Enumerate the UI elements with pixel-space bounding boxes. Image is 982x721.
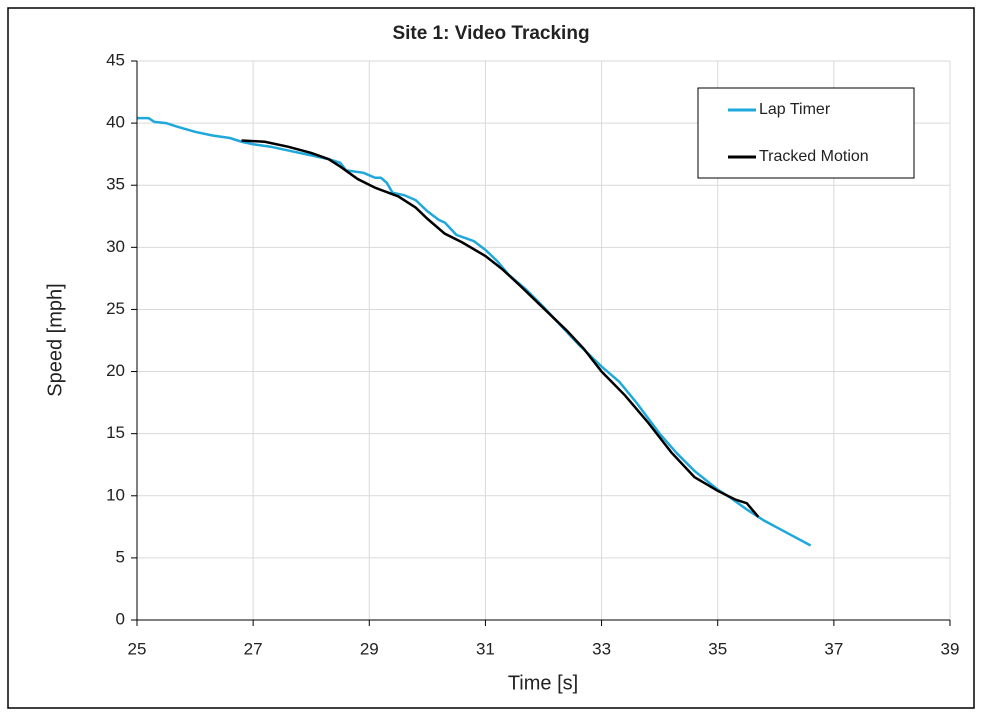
y-tick-label: 45	[106, 50, 125, 69]
x-tick-label: 37	[824, 639, 843, 658]
legend-label: Tracked Motion	[759, 148, 869, 165]
y-tick-label: 40	[106, 113, 125, 132]
y-tick-label: 15	[106, 423, 125, 442]
y-axis-label: Speed [mph]	[44, 283, 66, 396]
x-tick-label: 27	[244, 639, 263, 658]
x-tick-label: 35	[708, 639, 727, 658]
y-tick-label: 25	[106, 299, 125, 318]
y-tick-label: 35	[106, 175, 125, 194]
x-axis-label: Time [s]	[508, 672, 578, 694]
y-tick-label: 20	[106, 361, 125, 380]
y-tick-label: 10	[106, 485, 125, 504]
series-line	[241, 139, 760, 518]
x-tick-label: 31	[476, 639, 495, 658]
legend	[697, 87, 915, 179]
y-tick-label: 30	[106, 237, 125, 256]
legend-label: Lap Timer	[759, 101, 831, 118]
x-tick-label: 25	[128, 639, 147, 658]
chart-title: Site 1: Video Tracking	[392, 23, 589, 44]
x-tick-label: 39	[941, 639, 960, 658]
x-tick-label: 29	[360, 639, 379, 658]
x-tick-label: 33	[592, 639, 611, 658]
y-tick-label: 5	[116, 547, 125, 566]
series-line	[137, 116, 812, 547]
y-tick-label: 0	[116, 609, 125, 628]
